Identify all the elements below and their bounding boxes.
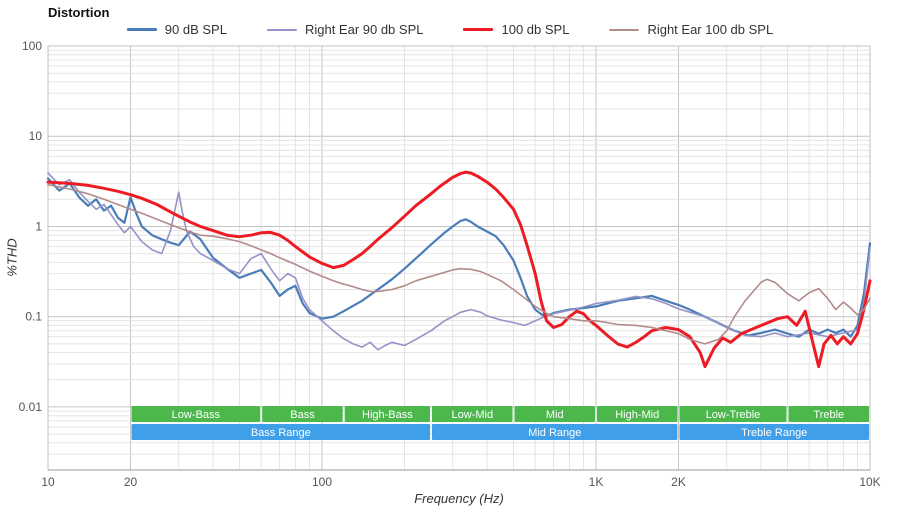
sub-band-label: Low-Treble (706, 409, 761, 421)
main-band-treble-range (679, 424, 869, 440)
sub-band-label: Low-Mid (452, 409, 494, 421)
legend-swatch-90-db-spl (126, 28, 157, 31)
x-tick-label: 10 (41, 475, 55, 489)
main-band-label: Treble Range (741, 427, 807, 439)
y-tick-label: 1 (35, 220, 42, 234)
sub-band-label: High-Mid (615, 409, 659, 421)
legend-label: 90 dB SPL (164, 22, 227, 37)
x-tick-label: 2K (671, 475, 686, 489)
series-line-right-ear-100-db-spl (47, 183, 871, 345)
sub-band-low-mid (432, 406, 513, 422)
sub-band-mid (514, 406, 595, 422)
sub-band-high-bass (344, 406, 430, 422)
sub-band-low-bass (131, 406, 261, 422)
y-tick-label: 0.1 (25, 310, 42, 324)
legend: 90 dB SPL Right Ear 90 db SPL 100 db SPL Ri… (0, 22, 900, 37)
sub-band-bass (262, 406, 343, 422)
sub-band-high-mid (597, 406, 678, 422)
series-line-100-db-spl (46, 170, 872, 369)
legend-item-right-ear-100-db-spl[interactable]: Right Ear 100 db SPL (609, 22, 773, 37)
sub-band-label: High-Bass (362, 409, 413, 421)
y-axis-title: %THD (4, 238, 20, 277)
legend-item-90-db-spl[interactable]: 90 dB SPL (126, 22, 227, 37)
main-band-mid-range (432, 424, 678, 440)
legend-item-100-db-spl[interactable]: 100 db SPL (463, 22, 569, 37)
x-tick-label: 1K (589, 475, 604, 489)
legend-swatch-100-db-spl (463, 28, 494, 31)
y-tick-label: 10 (29, 129, 43, 143)
legend-item-right-ear-90-db-spl[interactable]: Right Ear 90 db SPL (266, 22, 424, 37)
legend-label: 100 db SPL (501, 22, 570, 37)
series-line-right-ear-90-db-spl (47, 172, 871, 351)
sub-band-treble (788, 406, 869, 422)
legend-swatch-right-ear-90-db-spl (266, 28, 297, 31)
x-tick-label: 10K (859, 475, 880, 489)
main-band-label: Mid Range (528, 427, 581, 439)
sub-band-low-treble (679, 406, 787, 422)
sub-band-label: Low-Bass (172, 409, 221, 421)
legend-label: Right Ear 100 db SPL (647, 22, 774, 37)
y-tick-label: 0.01 (19, 400, 43, 414)
y-tick-label: 100 (22, 39, 42, 53)
legend-swatch-right-ear-100-db-spl (609, 28, 640, 31)
main-band-label: Bass Range (251, 427, 311, 439)
x-tick-label: 20 (124, 475, 138, 489)
sub-band-label: Mid (546, 409, 564, 421)
chart-title: Distortion (48, 5, 110, 20)
main-band-bass-range (131, 424, 431, 440)
legend-label: Right Ear 90 db SPL (304, 22, 424, 37)
sub-band-label: Treble (813, 409, 844, 421)
x-axis-title: Frequency (Hz) (414, 491, 504, 506)
x-tick-label: 100 (312, 475, 332, 489)
sub-band-label: Bass (290, 409, 315, 421)
